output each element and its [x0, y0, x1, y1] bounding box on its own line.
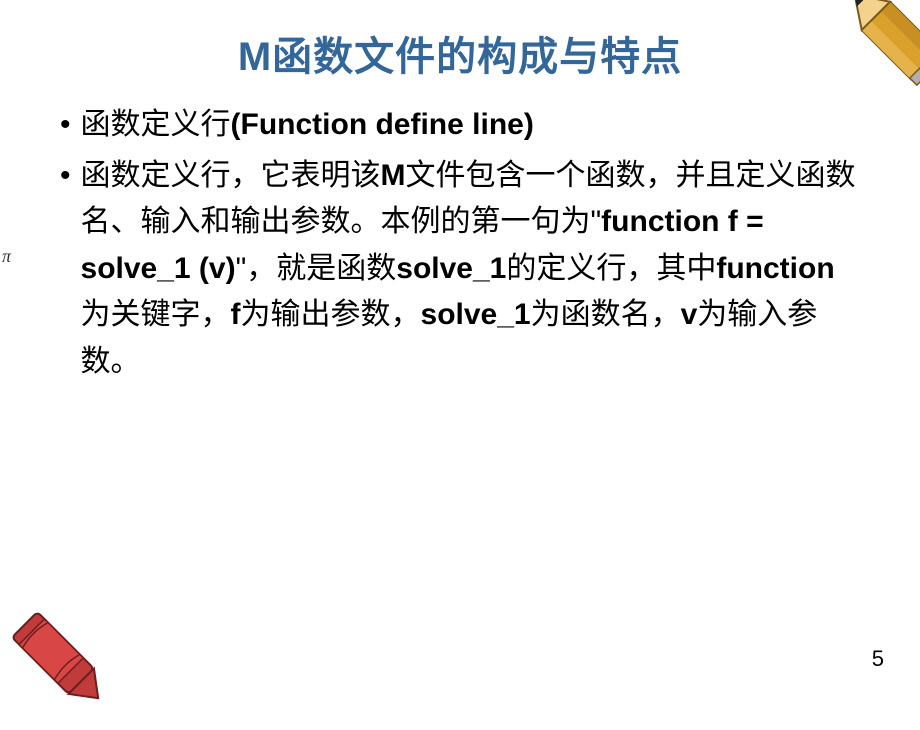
bullet-text: 函数定义行，它表明该M文件包含一个函数，并且定义函数名、输入和输出参数。本例的第… [81, 153, 860, 386]
page-number: 5 [872, 646, 884, 672]
crayon-decoration-icon [0, 590, 130, 730]
bullet-marker: • [60, 153, 71, 386]
bullet-marker: • [60, 102, 71, 149]
slide-title: M函数文件的构成与特点 [60, 24, 860, 82]
pencil-decoration-icon [830, 0, 920, 90]
svg-text:π: π [2, 246, 12, 266]
bullet-item: • 函数定义行(Function define line) [60, 102, 860, 149]
slide-container: π M函数文件的构成与特点 • 函数定义行(Function define li… [0, 0, 920, 690]
slide-body: • 函数定义行(Function define line) • 函数定义行，它表… [60, 102, 860, 385]
bullet-text: 函数定义行(Function define line) [81, 102, 860, 149]
pi-decoration-icon: π [0, 240, 22, 274]
bullet-item: • 函数定义行，它表明该M文件包含一个函数，并且定义函数名、输入和输出参数。本例… [60, 153, 860, 386]
